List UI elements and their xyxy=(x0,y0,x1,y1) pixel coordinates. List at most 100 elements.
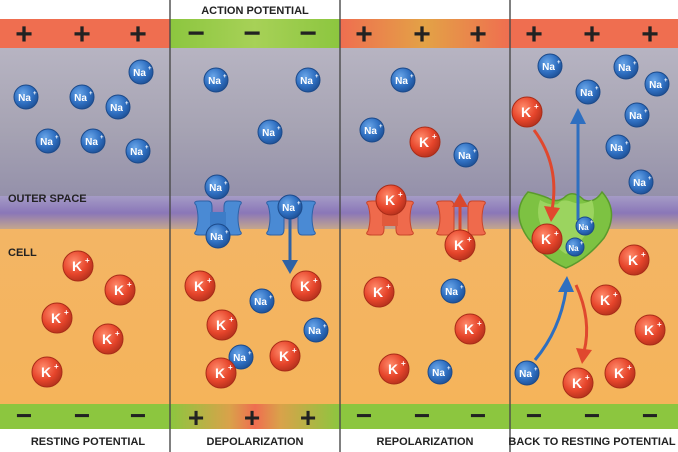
ion-charge: + xyxy=(648,176,652,182)
plus-sign: + xyxy=(15,18,33,51)
ion-charge: + xyxy=(229,315,234,324)
ion-charge: + xyxy=(127,280,132,289)
potassium-label: K xyxy=(628,252,638,268)
potassium-ion: K + xyxy=(62,250,94,282)
minus-sign: − xyxy=(356,400,372,431)
ion-charge: + xyxy=(224,181,228,187)
ion-charge: + xyxy=(625,141,629,147)
potassium-label: K xyxy=(454,237,464,253)
ion-charge: + xyxy=(580,241,584,247)
potassium-label: K xyxy=(215,365,225,381)
potassium-label: K xyxy=(572,375,582,391)
sodium-ion: Na + xyxy=(277,194,303,220)
plus-sign: + xyxy=(355,18,373,51)
potassium-channel-open xyxy=(436,200,486,236)
ion-charge: + xyxy=(386,282,391,291)
pump-sodium-in-arrow xyxy=(533,276,574,361)
bottom-signs-depolarization: + + + xyxy=(188,402,316,433)
potassium-label: K xyxy=(419,134,429,150)
sodium-label: Na xyxy=(130,147,143,158)
sodium-label: Na xyxy=(209,183,222,194)
sodium-label: Na xyxy=(580,88,593,99)
potassium-label: K xyxy=(388,361,398,377)
sodium-label: Na xyxy=(364,126,377,137)
sodium-ion: Na + xyxy=(105,94,131,120)
plus-sign: + xyxy=(244,402,260,433)
potassium-label: K xyxy=(102,331,112,347)
plus-sign: + xyxy=(73,18,91,51)
minus-sign: − xyxy=(299,17,317,50)
minus-sign: − xyxy=(16,400,32,431)
minus-sign: − xyxy=(642,400,658,431)
ion-charge: + xyxy=(85,256,90,265)
ion-charge: + xyxy=(125,101,129,107)
caption-resting-potential: RESTING POTENTIAL xyxy=(31,436,146,448)
ion-charge: + xyxy=(64,308,69,317)
bottom-band-repolarization xyxy=(340,404,510,429)
bottom-signs-back-to-resting: − − − xyxy=(526,400,658,431)
sodium-ion: Na + xyxy=(80,128,106,154)
potassium-ion: K + xyxy=(511,96,543,128)
sodium-label: Na xyxy=(133,68,146,79)
sodium-label: Na xyxy=(633,178,646,189)
top-signs-repolarization: + + + xyxy=(355,18,487,51)
minus-sign: − xyxy=(187,17,205,50)
potassium-ion: K + xyxy=(634,314,666,346)
ion-charge: + xyxy=(115,329,120,338)
top-signs-resting: + + + xyxy=(15,18,147,51)
potassium-label: K xyxy=(614,365,624,381)
sodium-ion: Na + xyxy=(440,278,466,304)
top-band-back-to-resting xyxy=(510,19,678,48)
ion-charge: + xyxy=(297,201,301,207)
ions-layer: Na +Na + Na +Na +Na + Na +Na +K +K +K +K +K +Na + Na +Na +… xyxy=(13,53,670,399)
ion-charge: + xyxy=(664,78,668,84)
sodium-label: Na xyxy=(210,232,223,243)
sodium-label: Na xyxy=(110,103,123,114)
ion-charge: + xyxy=(228,363,233,372)
bottom-signs-repolarization: − − − xyxy=(356,400,486,431)
caption-back-to-resting: BACK TO RESTING POTENTIAL xyxy=(508,436,676,448)
sodium-ion: Na + xyxy=(613,54,639,80)
potassium-ion: K + xyxy=(104,274,136,306)
potassium-ion: K + xyxy=(206,309,238,341)
potassium-label: K xyxy=(51,310,61,326)
sodium-ion: Na + xyxy=(125,138,151,164)
ion-charge: + xyxy=(225,230,229,236)
sodium-ion: Na + xyxy=(605,134,631,160)
ion-charge: + xyxy=(557,60,561,66)
sodium-label: Na xyxy=(74,93,87,104)
sodium-label: Na xyxy=(445,287,458,298)
diagram-title: ACTION POTENTIAL xyxy=(201,5,309,17)
sodium-ion: Na + xyxy=(13,84,39,110)
potassium-ion: K + xyxy=(531,223,563,255)
ion-charge: + xyxy=(633,61,637,67)
potassium-ion: K + xyxy=(562,367,594,399)
sodium-label: Na xyxy=(85,137,98,148)
ion-charge: + xyxy=(313,276,318,285)
ion-charge: + xyxy=(410,74,414,80)
ion-charge: + xyxy=(644,109,648,115)
ion-charge: + xyxy=(585,373,590,382)
caption-depolarization: DEPOLARIZATION xyxy=(207,436,304,448)
sodium-influx-arrow xyxy=(282,218,298,274)
potassium-ion: K + xyxy=(375,184,407,216)
top-signs-depolarization: − − − xyxy=(187,17,317,50)
sodium-ion: Na + xyxy=(205,223,231,249)
potassium-label: K xyxy=(600,292,610,308)
potassium-label: K xyxy=(194,278,204,294)
sodium-ion: Na + xyxy=(359,117,385,143)
outer-space-label: OUTER SPACE xyxy=(8,193,87,205)
ion-charge: + xyxy=(613,290,618,299)
potassium-label: K xyxy=(373,284,383,300)
sodium-label: Na xyxy=(519,369,532,380)
plus-sign: + xyxy=(188,402,204,433)
sodium-ion: Na + xyxy=(257,119,283,145)
ion-charge: + xyxy=(33,91,37,97)
potassium-ion: K + xyxy=(590,284,622,316)
ion-charge: + xyxy=(473,149,477,155)
panel-dividers xyxy=(169,0,511,452)
ion-charge: + xyxy=(657,320,662,329)
ion-charge: + xyxy=(55,135,59,141)
plus-sign: + xyxy=(129,18,147,51)
